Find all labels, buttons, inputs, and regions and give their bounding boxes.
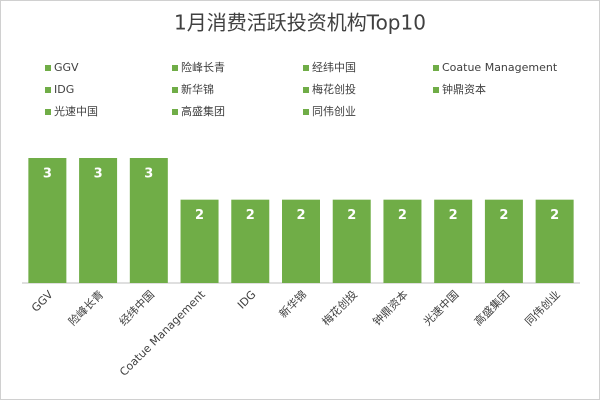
legend-swatch xyxy=(172,65,178,71)
legend-label: IDG xyxy=(54,83,74,96)
data-label: 2 xyxy=(347,208,356,223)
legend-label: 险峰长青 xyxy=(181,60,225,74)
data-label: 3 xyxy=(144,167,153,182)
legend-swatch xyxy=(433,87,439,93)
legend-swatch xyxy=(172,87,178,93)
bar xyxy=(535,199,574,283)
bar xyxy=(332,199,371,283)
chart-title: 1月消费活跃投资机构Top10 xyxy=(174,11,426,35)
bar xyxy=(434,199,473,283)
bar xyxy=(28,158,67,283)
legend-label: 钟鼎资本 xyxy=(442,82,486,96)
legend-swatch xyxy=(172,109,178,115)
legend-label: 梅花创投 xyxy=(312,82,356,96)
legend-swatch xyxy=(303,109,309,115)
data-label: 2 xyxy=(246,208,255,223)
legend-swatch xyxy=(45,87,51,93)
bar xyxy=(383,199,422,283)
bar xyxy=(129,158,168,283)
bar xyxy=(484,199,523,283)
bar xyxy=(180,199,219,283)
data-label: 2 xyxy=(195,208,204,223)
legend-label: 光速中国 xyxy=(54,104,98,118)
legend-swatch xyxy=(303,65,309,71)
bar xyxy=(231,199,270,283)
legend-label: 同伟创业 xyxy=(312,105,356,118)
legend-label: 高盛集团 xyxy=(181,104,225,118)
data-label: 2 xyxy=(398,208,407,223)
data-label: 2 xyxy=(296,208,305,223)
data-label: 3 xyxy=(43,167,52,182)
legend-swatch xyxy=(303,87,309,93)
data-label: 2 xyxy=(550,208,559,223)
data-label: 3 xyxy=(94,167,103,182)
legend-label: Coatue Management xyxy=(442,61,558,74)
legend-swatch xyxy=(45,65,51,71)
data-label: 2 xyxy=(449,208,458,223)
data-label: 2 xyxy=(499,208,508,223)
bar xyxy=(282,199,320,283)
legend-label: GGV xyxy=(54,61,79,74)
bar xyxy=(79,158,118,283)
legend-label: 新华锦 xyxy=(181,82,214,96)
legend-label: 经纬中国 xyxy=(312,61,356,74)
legend-swatch xyxy=(45,109,51,115)
legend-swatch xyxy=(433,65,439,71)
